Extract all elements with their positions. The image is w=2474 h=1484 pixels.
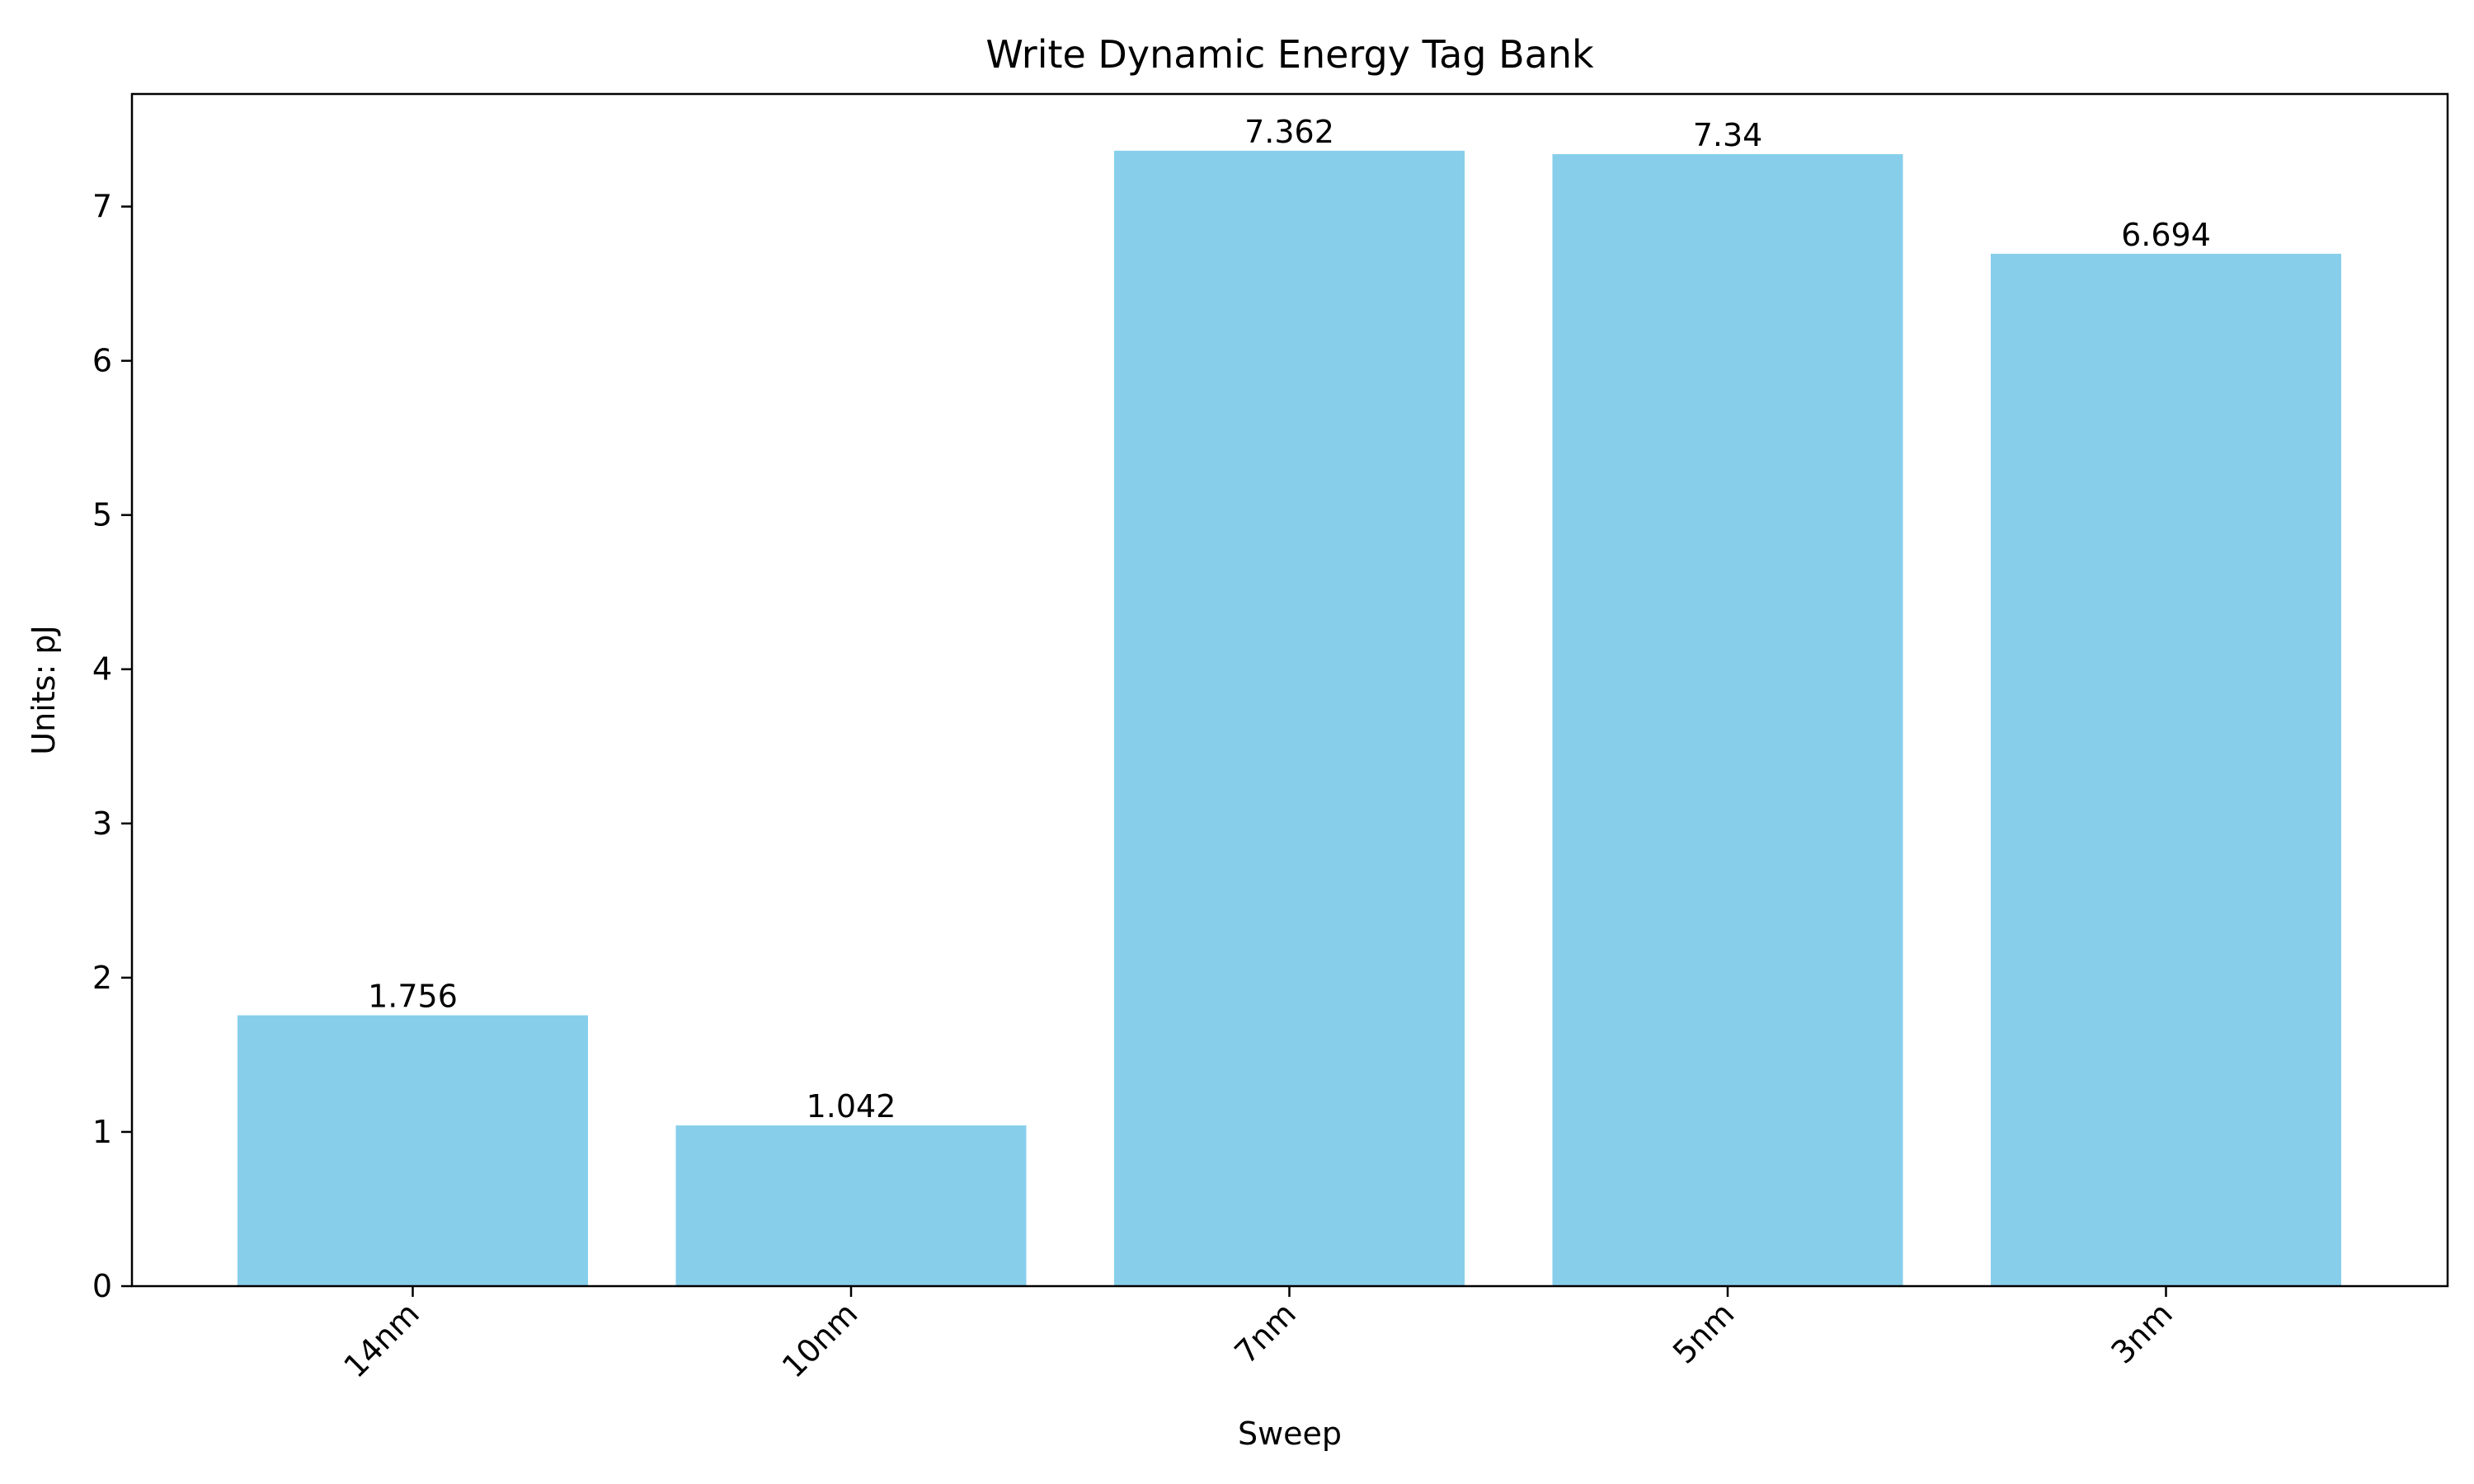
chart-title: Write Dynamic Energy Tag Bank: [985, 32, 1594, 77]
bar-7nm: [1114, 150, 1465, 1286]
y-tick-label-6: 6: [92, 343, 112, 379]
x-tick-label-10nm: 10nm: [775, 1295, 865, 1385]
value-labels-layer: 1.756 1.042 7.362 7.34 6.694: [368, 114, 2211, 1125]
y-tick-label-7: 7: [92, 189, 112, 225]
x-tick-label-3nm: 3nm: [2104, 1295, 2179, 1370]
bars-layer: [238, 150, 2341, 1287]
value-label-7nm: 7.362: [1244, 114, 1334, 150]
y-tick-label-3: 3: [92, 805, 112, 842]
value-label-14nm: 1.756: [368, 979, 458, 1015]
y-tick-label-0: 0: [92, 1268, 112, 1304]
bar-3nm: [1991, 253, 2341, 1287]
x-tick-label-5nm: 5nm: [1666, 1295, 1741, 1370]
y-tick-label-1: 1: [92, 1114, 112, 1150]
y-tick-label-2: 2: [92, 960, 112, 996]
y-axis-label: Units: pJ: [26, 625, 62, 754]
x-axis-label: Sweep: [1238, 1416, 1342, 1452]
y-tick-label-4: 4: [92, 651, 112, 688]
bar-10nm: [675, 1125, 1027, 1286]
value-label-3nm: 6.694: [2121, 217, 2211, 253]
x-axis: 14nm 10nm 7nm 5nm 3nm: [336, 1286, 2180, 1385]
bar-14nm: [238, 1015, 588, 1286]
x-tick-label-14nm: 14nm: [336, 1295, 426, 1385]
x-tick-label-7nm: 7nm: [1227, 1295, 1302, 1370]
y-tick-label-5: 5: [92, 497, 112, 533]
bar-5nm: [1552, 153, 1903, 1287]
value-label-5nm: 7.34: [1693, 117, 1763, 153]
value-label-10nm: 1.042: [807, 1088, 896, 1125]
y-axis: 0 1 2 3 4 5 6 7: [92, 189, 132, 1304]
